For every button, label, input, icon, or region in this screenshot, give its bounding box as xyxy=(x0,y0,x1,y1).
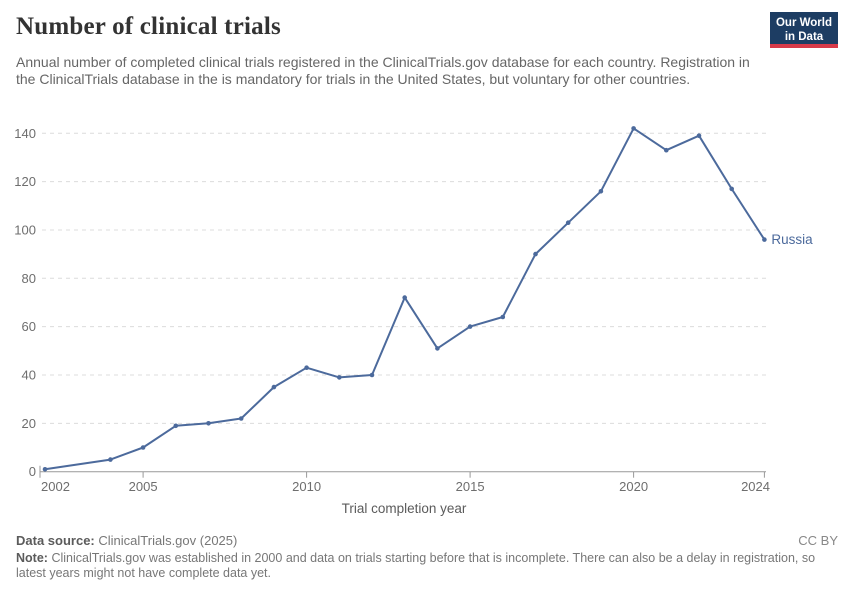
data-point-marker xyxy=(271,384,277,390)
y-tick-label: 80 xyxy=(22,271,36,286)
data-point-marker xyxy=(664,147,669,153)
data-point-marker xyxy=(402,295,408,300)
data-point-marker xyxy=(533,251,538,257)
data-point-marker xyxy=(369,372,375,378)
x-tick-label: 2002 xyxy=(41,479,70,494)
chart-subtitle: Annual number of completed clinical tria… xyxy=(16,54,750,88)
data-point-marker xyxy=(140,445,146,450)
x-tick-label: 2024 xyxy=(741,479,770,494)
chart-title: Number of clinical trials xyxy=(16,13,281,40)
license-link[interactable]: CC BY xyxy=(798,533,838,548)
x-tick-label: 2010 xyxy=(292,479,321,494)
owid-logo[interactable]: Our World in Data xyxy=(770,12,838,48)
data-source-label: Data source: xyxy=(16,533,95,548)
data-point-marker xyxy=(173,423,179,429)
data-point-marker xyxy=(108,457,113,462)
data-point-marker xyxy=(42,467,48,472)
data-point-marker xyxy=(238,416,244,421)
owid-logo-line1: Our World xyxy=(775,17,832,29)
series-label-russia[interactable]: Russia xyxy=(771,232,813,247)
data-point-marker xyxy=(206,421,211,426)
footer-source-row: Data source: ClinicalTrials.gov (2025) C… xyxy=(16,533,838,548)
x-tick-label: 2015 xyxy=(456,479,485,494)
x-tick-label: 2005 xyxy=(129,479,158,494)
data-point-marker xyxy=(337,375,342,380)
data-point-marker xyxy=(304,365,309,370)
data-point-marker xyxy=(565,220,571,225)
y-tick-label: 20 xyxy=(22,416,36,431)
series-line-russia xyxy=(44,127,766,471)
data-source: Data source: ClinicalTrials.gov (2025) xyxy=(16,533,237,548)
data-point-marker xyxy=(467,324,473,329)
data-point-marker xyxy=(696,133,702,138)
y-tick-label: 0 xyxy=(29,464,36,479)
line-chart: 0 20 40 60 80 100 120 140 2002 2005 2010 2015 2020 20… xyxy=(14,126,813,516)
data-point-marker xyxy=(500,314,506,320)
data-point-marker xyxy=(598,189,604,194)
note-label: Note: xyxy=(16,551,48,565)
x-tick-label: 2020 xyxy=(619,479,648,494)
data-point-marker xyxy=(631,126,636,131)
y-tick-label: 40 xyxy=(22,368,36,383)
note-value: ClinicalTrials.gov was established in 20… xyxy=(16,551,816,580)
owid-logo-line2: in Data xyxy=(784,31,824,44)
y-tick-label: 140 xyxy=(14,126,36,141)
data-point-marker xyxy=(762,237,767,242)
data-point-marker xyxy=(729,186,734,192)
x-axis-title: Trial completion year xyxy=(342,501,467,516)
data-point-marker xyxy=(435,346,440,351)
y-tick-label: 100 xyxy=(14,222,36,237)
data-source-value: ClinicalTrials.gov (2025) xyxy=(98,533,238,548)
footer-note: Note: ClinicalTrials.gov was established… xyxy=(16,551,838,581)
y-tick-label: 60 xyxy=(22,319,36,334)
y-tick-label: 120 xyxy=(14,174,36,189)
